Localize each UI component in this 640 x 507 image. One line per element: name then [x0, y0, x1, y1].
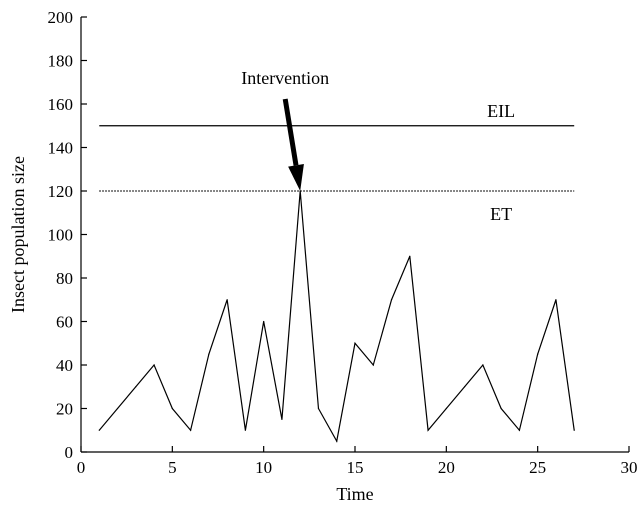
annotation-arrow-shaft: [282, 98, 299, 166]
data-point: [354, 342, 356, 344]
data-point: [500, 407, 502, 410]
data-point: [518, 429, 521, 431]
y-tick-label: 140: [48, 139, 74, 158]
data-point: [116, 407, 119, 410]
x-tick-label: 5: [168, 458, 177, 477]
x-ticks: 0 5 10 15 20 25 30: [77, 446, 638, 477]
data-point: [263, 320, 265, 323]
x-tick-label: 30: [621, 458, 638, 477]
annotation-arrow-head: [288, 164, 304, 191]
x-tick-label: 0: [77, 458, 86, 477]
x-tick-label: 10: [255, 458, 272, 477]
x-axis-title: Time: [336, 484, 373, 504]
data-point: [281, 418, 283, 420]
y-tick-label: 60: [56, 313, 73, 332]
data-point: [244, 429, 246, 431]
reference-lines: EIL ET: [99, 101, 575, 224]
data-point: [427, 429, 429, 431]
y-axis-title: Insect population size: [8, 156, 28, 313]
y-tick-label: 120: [48, 182, 74, 201]
annotation-label: Intervention: [241, 68, 329, 88]
data-point: [98, 429, 100, 431]
y-tick-label: 100: [48, 226, 74, 245]
y-tick-label: 80: [56, 269, 73, 288]
data-point: [317, 407, 320, 410]
y-tick-label: 180: [48, 52, 74, 71]
series-line-0: [98, 190, 575, 443]
reference-label-et: ET: [490, 204, 512, 224]
data-point: [409, 255, 411, 257]
data-point: [153, 364, 155, 366]
data-point: [573, 429, 575, 431]
y-tick-label: 40: [56, 356, 73, 375]
x-tick-label: 20: [438, 458, 455, 477]
y-tick-label: 20: [56, 400, 73, 419]
data-point: [208, 353, 210, 355]
data-point: [464, 386, 466, 388]
data-point: [390, 299, 393, 301]
x-tick-label: 15: [347, 458, 364, 477]
y-tick-label: 160: [48, 95, 74, 114]
series: [98, 190, 575, 443]
data-point: [482, 364, 484, 366]
y-tick-label: 200: [48, 8, 74, 27]
data-point: [372, 364, 374, 366]
reference-label-eil: EIL: [487, 101, 515, 121]
data-point: [135, 386, 137, 388]
y-ticks: 0 20 40 60 80 100 120 140 160 180 200: [48, 8, 87, 462]
data-point: [336, 440, 338, 442]
data-point: [171, 407, 173, 410]
y-tick-label: 0: [65, 443, 74, 462]
data-point: [445, 407, 447, 410]
x-tick-label: 25: [529, 458, 546, 477]
data-point: [226, 299, 228, 301]
data-point: [555, 299, 557, 301]
data-point: [537, 353, 539, 355]
data-point: [190, 429, 192, 431]
annotations: Intervention: [241, 68, 329, 191]
